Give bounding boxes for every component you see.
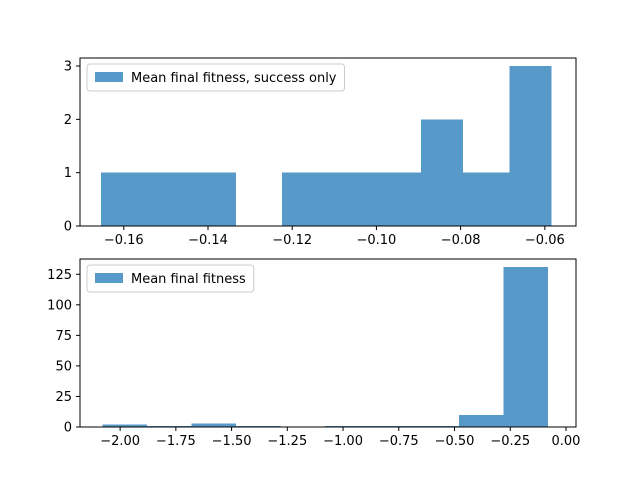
histogram-bar	[463, 172, 510, 226]
y-tick-label: 100	[47, 298, 72, 313]
subplot-2: −2.00 −1.75 −1.50 −1.25 −1.00 −0.75 −0.50 −0.25…	[47, 258, 580, 449]
legend-box	[86, 63, 346, 92]
legend-swatch	[95, 273, 123, 283]
histogram-bar	[369, 425, 415, 427]
y-tick-label: 25	[55, 390, 72, 405]
axes-frame	[79, 57, 577, 227]
histogram-bar	[325, 425, 370, 427]
x-tick-label: −1.00	[323, 434, 363, 449]
x-tick-label: −0.10	[356, 233, 396, 248]
x-tick-label: −1.50	[212, 434, 252, 449]
x-tick-label: −0.14	[188, 233, 228, 248]
x-tick-label: 0.00	[551, 434, 580, 449]
y-tick-label: 75	[55, 329, 72, 344]
x-tick-label: −0.06	[525, 233, 565, 248]
histogram-bar	[332, 172, 379, 226]
histogram-bar	[236, 425, 281, 427]
x-tick-label: −0.12	[272, 233, 312, 248]
x-tick-label: −0.16	[104, 233, 144, 248]
y-tick-label: 0	[64, 421, 72, 436]
x-tick-label: −0.08	[441, 233, 481, 248]
histogram-bar	[101, 172, 144, 226]
legend-box	[86, 264, 255, 293]
legend-label: Mean final fitness, success only	[131, 71, 337, 86]
y-tick-label: 125	[47, 268, 72, 283]
legend-swatch	[95, 72, 123, 82]
histogram-bar	[414, 425, 459, 427]
histogram-bar	[102, 424, 147, 427]
x-tick-label: −1.25	[267, 434, 307, 449]
y-tick-label: 50	[55, 359, 72, 374]
legend: Mean final fitness	[86, 264, 255, 293]
y-tick-label: 2	[64, 113, 72, 128]
histogram-bar	[458, 414, 504, 427]
legend: Mean final fitness, success only	[86, 63, 346, 92]
histogram-bar	[282, 172, 333, 226]
x-tick-label: −1.75	[156, 434, 196, 449]
histogram-bar	[421, 119, 464, 226]
y-tick-label: 3	[64, 60, 72, 75]
x-tick-label: −0.25	[490, 434, 530, 449]
histogram-bar	[143, 172, 186, 226]
histogram-bar	[185, 172, 236, 226]
histogram-bar	[191, 423, 237, 427]
axes-frame	[79, 258, 577, 428]
subplot-1: −0.16 −0.14 −0.12 −0.10 −0.08 −0.06 0 1 2 3 Mean f…	[64, 57, 577, 248]
y-tick-label: 0	[64, 220, 72, 235]
histogram-bar	[503, 266, 549, 427]
x-tick-label: −0.75	[379, 434, 419, 449]
histogram-bar	[146, 425, 192, 427]
histogram-bar	[378, 172, 422, 226]
x-tick-label: −2.00	[100, 434, 140, 449]
x-tick-label: −0.50	[435, 434, 475, 449]
y-tick-label: 1	[64, 166, 72, 181]
legend-label: Mean final fitness	[131, 272, 246, 287]
histogram-bar	[509, 66, 552, 226]
